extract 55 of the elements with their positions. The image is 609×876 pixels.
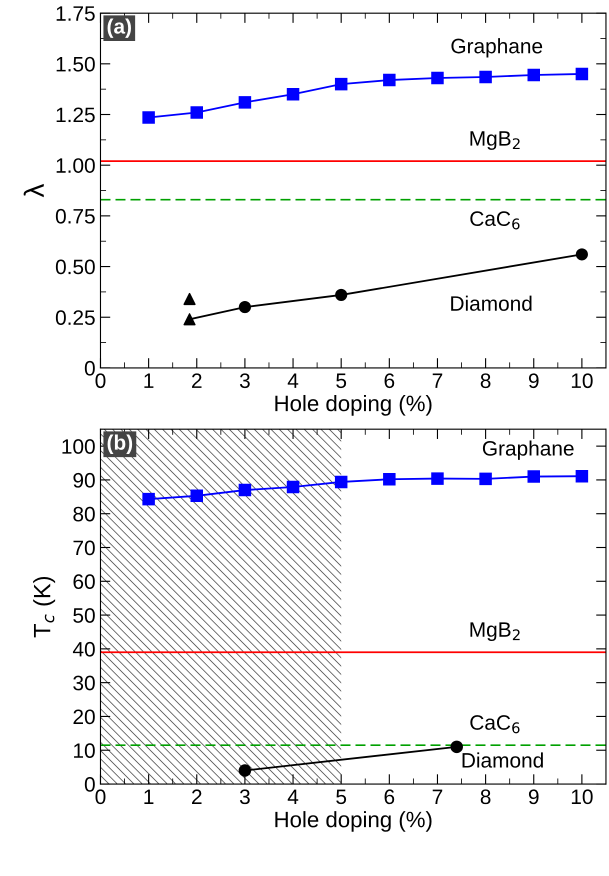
y-tick-label: 30 — [73, 676, 95, 690]
x-tick-label: 8 — [480, 373, 490, 388]
x-tick-label: 0 — [96, 789, 106, 804]
x-tick-label: 9 — [528, 789, 539, 804]
x-tick-label: 1 — [144, 374, 154, 388]
ref-line-label: MgB$_{2}$ — [470, 622, 520, 642]
y-tick-label: 50 — [73, 608, 95, 623]
y-tick-label: 80 — [73, 506, 95, 522]
y-tick-label: 40 — [72, 642, 95, 657]
x-tick-label: 0 — [96, 373, 106, 388]
x-tick-label: 9 — [528, 373, 539, 388]
x-tick-label: 8 — [480, 789, 490, 804]
x-tick-label: 10 — [572, 373, 593, 388]
x-axis-title: Hole doping (%) — [275, 394, 432, 416]
y-tick-label: 20 — [74, 709, 95, 724]
y-tick-label: 1.50 — [56, 56, 95, 72]
x-tick-label: 3 — [240, 789, 250, 804]
x-axis-title: Hole doping (%) — [275, 811, 432, 832]
y-tick-label: 100 — [62, 439, 95, 454]
x-tick-label: 5 — [336, 374, 346, 388]
y-tick-label: 1.25 — [56, 108, 95, 122]
ref-line-label: MgB$_{2}$ — [470, 131, 520, 150]
y-tick-label: 1.00 — [56, 158, 95, 173]
annotation: Graphane — [451, 38, 542, 58]
x-tick-label: 4 — [288, 374, 298, 388]
x-tick-label: 2 — [192, 789, 202, 804]
y-tick-label: 90 — [73, 472, 95, 488]
annotation: Diamond — [451, 296, 532, 311]
y-tick-label: 0.50 — [56, 260, 95, 274]
x-tick-label: 10 — [572, 789, 593, 804]
x-tick-label: 3 — [240, 373, 250, 388]
ref-line-label: CaC$_{6}$ — [470, 715, 520, 734]
x-tick-label: 4 — [288, 790, 298, 804]
y-axis-title: λ — [24, 184, 44, 198]
y-tick-label: 60 — [74, 574, 95, 590]
annotation: (b) — [108, 434, 132, 454]
x-tick-label: 1 — [144, 790, 154, 804]
y-tick-label: 10 — [74, 743, 95, 758]
y-tick-label: 0.75 — [56, 208, 95, 224]
y-axis-title: T$_{c}$ (K) — [33, 576, 56, 638]
x-tick-label: 2 — [192, 373, 202, 388]
ref-line-label: CaC$_{6}$ — [470, 211, 520, 230]
y-tick-label: 0.25 — [56, 310, 95, 325]
x-tick-label: 7 — [432, 374, 442, 388]
annotation: Diamond — [462, 752, 543, 768]
x-tick-label: 6 — [384, 373, 394, 388]
annotation: (a) — [108, 18, 131, 38]
y-tick-label: 70 — [74, 540, 95, 556]
y-tick-label: 0 — [84, 777, 95, 792]
x-tick-label: 6 — [384, 789, 394, 804]
y-tick-label: 0 — [84, 360, 95, 376]
x-tick-label: 7 — [432, 790, 442, 804]
y-tick-label: 1.75 — [56, 6, 95, 21]
x-tick-label: 5 — [336, 790, 346, 804]
annotation: Graphane — [482, 440, 574, 460]
